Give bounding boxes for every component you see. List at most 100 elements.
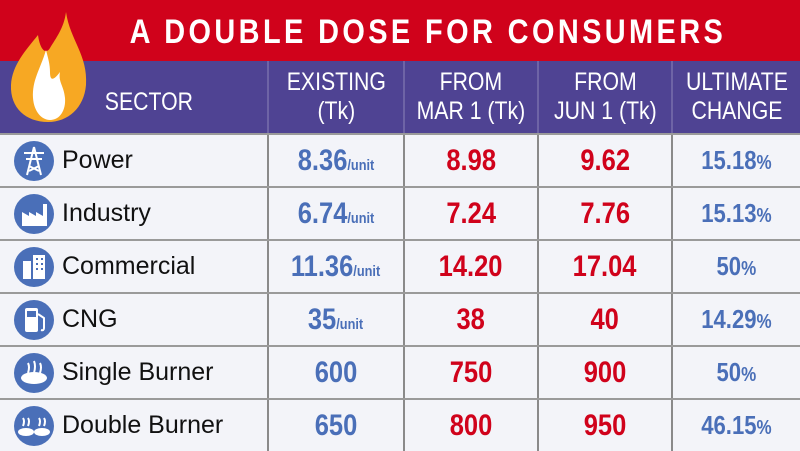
existing-value: 11.36 [291, 249, 354, 283]
mar-value: 38 [456, 302, 486, 336]
mar-cell: 800 [403, 400, 537, 451]
existing-value: 8.36 [297, 143, 348, 177]
header-label: EXISTING (Tk) [286, 68, 386, 125]
existing-cell: 6.74/unit [267, 188, 403, 239]
existing-wrap: 600 [315, 356, 358, 390]
sector-name: Single Burner [62, 358, 214, 386]
percent-sign: % [741, 258, 757, 280]
mar-value: 8.98 [446, 143, 496, 177]
existing-cell: 650 [267, 400, 403, 451]
existing-cell: 8.36/unit [267, 135, 403, 186]
change-wrap: 15.13% [701, 198, 771, 229]
change-cell: 46.15% [671, 400, 800, 451]
infographic-title: A DOUBLE DOSE FOR CONSUMERS [0, 0, 800, 61]
mar-cell: 750 [403, 347, 537, 398]
sector-cell: Power [0, 135, 267, 186]
change-cell: 50% [671, 241, 800, 292]
jun-cell: 7.76 [537, 188, 671, 239]
existing-wrap: 6.74/unit [298, 197, 375, 231]
jun-value: 950 [583, 408, 627, 442]
building-icon [14, 246, 54, 287]
mar-cell: 14.20 [403, 241, 537, 292]
change-cell: 15.13% [671, 188, 800, 239]
change-wrap: 50% [717, 357, 757, 388]
change-cell: 50% [671, 347, 800, 398]
mar-cell: 38 [403, 294, 537, 345]
change-value: 46.15 [701, 410, 757, 440]
table-row: Commercial 11.36/unit 14.20 17.04 50% [0, 239, 800, 292]
change-cell: 15.18% [671, 135, 800, 186]
change-value: 15.13 [701, 198, 757, 228]
header-from-mar: FROM MAR 1 (Tk) [403, 61, 537, 133]
power-tower-icon [14, 140, 54, 181]
percent-sign: % [756, 417, 772, 439]
header-label: FROM MAR 1 (Tk) [416, 68, 526, 125]
jun-cell: 9.62 [537, 135, 671, 186]
jun-cell: 950 [537, 400, 671, 451]
header-existing: EXISTING (Tk) [267, 61, 403, 133]
change-wrap: 15.18% [701, 145, 771, 176]
sector-cell: Commercial [0, 241, 267, 292]
jun-value: 9.62 [580, 143, 630, 177]
unit-label: /unit [347, 156, 375, 174]
header-sector: SECTOR [0, 61, 267, 133]
percent-sign: % [756, 152, 772, 174]
change-wrap: 14.29% [701, 304, 771, 335]
header-ultimate-change: ULTIMATE CHANGE [671, 61, 800, 133]
existing-value: 650 [314, 408, 358, 442]
existing-value: 35 [308, 302, 337, 336]
mar-value: 750 [449, 355, 493, 389]
change-value: 14.29 [701, 304, 757, 334]
double-burner-icon [14, 405, 54, 446]
existing-wrap: 650 [315, 409, 358, 443]
fuel-pump-icon [14, 299, 54, 340]
jun-cell: 17.04 [537, 241, 671, 292]
mar-value: 14.20 [439, 249, 503, 283]
change-value: 50 [716, 251, 742, 281]
factory-icon [14, 193, 54, 234]
change-cell: 14.29% [671, 294, 800, 345]
sector-cell: Industry [0, 188, 267, 239]
jun-cell: 900 [537, 347, 671, 398]
change-value: 50 [716, 357, 742, 387]
single-burner-icon [14, 352, 54, 393]
existing-wrap: 8.36/unit [298, 144, 375, 178]
existing-wrap: 11.36/unit [291, 250, 380, 284]
mar-value: 800 [449, 408, 493, 442]
table-row: Power 8.36/unit 8.98 9.62 15.18% [0, 133, 800, 186]
sector-cell: Double Burner [0, 400, 267, 451]
table-row: CNG 35/unit 38 40 14.29% [0, 292, 800, 345]
percent-sign: % [756, 205, 772, 227]
flame-icon [10, 12, 87, 122]
existing-cell: 35/unit [267, 294, 403, 345]
jun-value: 17.04 [573, 249, 637, 283]
change-wrap: 46.15% [701, 410, 771, 441]
jun-value: 7.76 [580, 196, 630, 230]
unit-label: /unit [336, 315, 364, 333]
header-label: SECTOR [104, 87, 193, 116]
sector-name: CNG [62, 305, 118, 333]
table-body: Power 8.36/unit 8.98 9.62 15.18% Industry… [0, 133, 800, 451]
unit-label: /unit [353, 262, 381, 280]
jun-value: 900 [583, 355, 627, 389]
table-header: SECTOR EXISTING (Tk) FROM MAR 1 (Tk) FRO… [0, 61, 800, 133]
percent-sign: % [756, 311, 772, 333]
header-from-jun: FROM JUN 1 (Tk) [537, 61, 671, 133]
mar-value: 7.24 [446, 196, 496, 230]
sector-cell: CNG [0, 294, 267, 345]
existing-value: 600 [314, 355, 358, 389]
sector-cell: Single Burner [0, 347, 267, 398]
unit-label: /unit [347, 209, 375, 227]
table-row: Double Burner 650 800 950 46.15% [0, 398, 800, 451]
sector-name: Industry [62, 199, 151, 227]
existing-wrap: 35/unit [308, 303, 363, 337]
table-row: Single Burner 600 750 900 50% [0, 345, 800, 398]
sector-name: Commercial [62, 252, 196, 280]
sector-name: Power [62, 146, 133, 174]
change-value: 15.18 [701, 145, 757, 175]
percent-sign: % [741, 364, 757, 386]
sector-name: Double Burner [62, 411, 224, 439]
mar-cell: 7.24 [403, 188, 537, 239]
title-text: A DOUBLE DOSE FOR CONSUMERS [129, 13, 726, 51]
existing-value: 6.74 [297, 196, 348, 230]
